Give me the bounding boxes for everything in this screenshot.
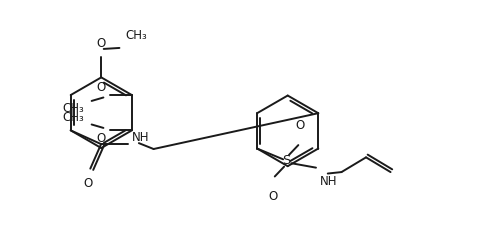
- Text: NH: NH: [131, 131, 149, 144]
- Text: CH₃: CH₃: [62, 111, 84, 124]
- Text: O: O: [96, 81, 106, 94]
- Text: O: O: [268, 190, 277, 203]
- Text: O: O: [296, 119, 305, 132]
- Text: O: O: [96, 37, 106, 50]
- Text: O: O: [83, 177, 92, 190]
- Text: O: O: [96, 132, 106, 145]
- Text: NH: NH: [320, 175, 338, 187]
- Text: CH₃: CH₃: [126, 29, 148, 42]
- Text: S: S: [282, 154, 291, 167]
- Text: CH₃: CH₃: [62, 102, 84, 115]
